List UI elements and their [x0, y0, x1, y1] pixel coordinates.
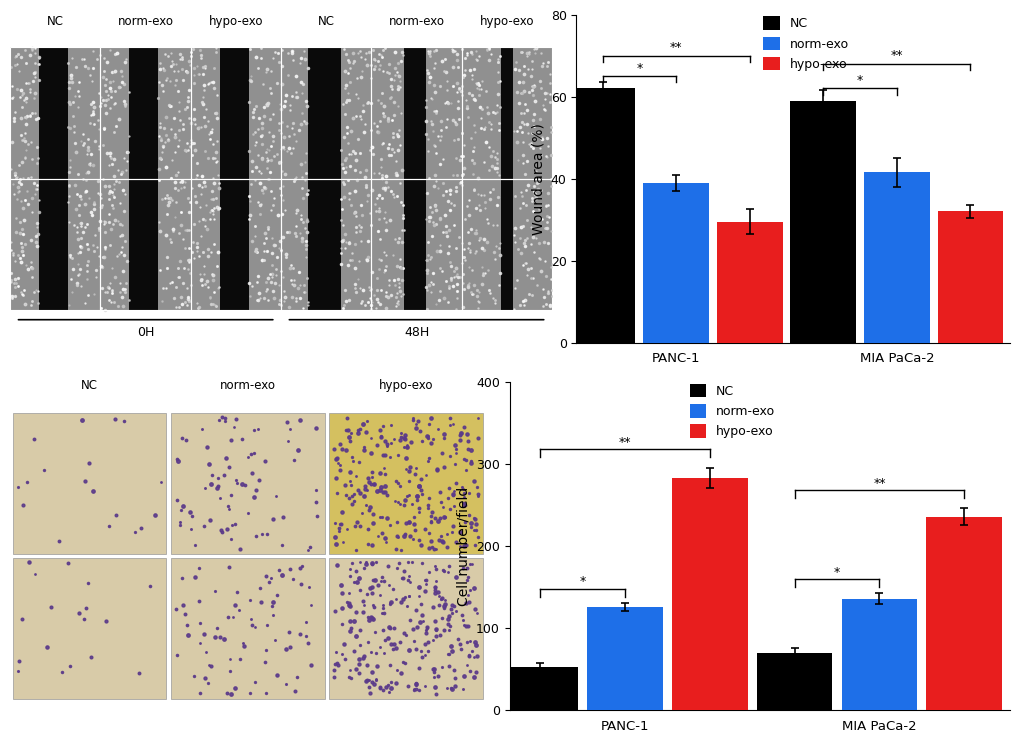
Text: **: ** — [618, 436, 631, 449]
Bar — [329, 558, 482, 698]
Bar — [462, 48, 551, 179]
Bar — [308, 48, 340, 179]
Bar — [790, 101, 855, 343]
Bar — [462, 179, 551, 310]
Bar — [371, 48, 462, 179]
Bar — [462, 179, 551, 310]
Bar — [129, 48, 158, 179]
Bar — [925, 517, 1002, 710]
Bar — [863, 173, 928, 343]
Bar — [39, 179, 68, 310]
Text: NC: NC — [47, 15, 64, 28]
Text: hypo-exo: hypo-exo — [209, 15, 263, 28]
Text: 48H: 48H — [404, 326, 429, 339]
Text: NC: NC — [81, 379, 98, 392]
Bar — [371, 179, 462, 310]
Bar — [716, 222, 782, 343]
Bar — [281, 179, 371, 310]
Bar — [171, 558, 324, 698]
Legend: NC, norm-exo, hypo-exo: NC, norm-exo, hypo-exo — [758, 12, 853, 76]
Bar — [191, 48, 281, 179]
Bar — [129, 179, 158, 310]
Bar — [39, 48, 68, 179]
Bar — [462, 48, 551, 179]
Bar — [101, 179, 191, 310]
Bar — [329, 413, 482, 554]
Bar — [501, 668, 578, 710]
Bar — [281, 179, 371, 310]
Bar — [500, 179, 513, 310]
Y-axis label: Wound area (%): Wound area (%) — [531, 123, 544, 234]
Text: **: ** — [872, 477, 884, 490]
Bar — [101, 48, 191, 179]
Bar — [404, 48, 425, 179]
Text: NC: NC — [318, 15, 334, 28]
Bar — [101, 48, 191, 179]
Y-axis label: Cell number/field: Cell number/field — [457, 486, 470, 605]
Text: norm-exo: norm-exo — [117, 15, 173, 28]
Bar — [404, 179, 425, 310]
Bar — [371, 48, 462, 179]
Text: hypo-exo: hypo-exo — [378, 379, 433, 392]
Bar — [643, 183, 708, 343]
Bar — [371, 179, 462, 310]
Bar — [281, 48, 371, 179]
Text: *: * — [636, 61, 642, 75]
Text: 0H: 0H — [137, 326, 154, 339]
Text: norm-exo: norm-exo — [219, 379, 275, 392]
Bar — [281, 48, 371, 179]
Bar — [101, 179, 191, 310]
Bar — [936, 212, 1003, 343]
Bar — [171, 413, 324, 554]
Bar — [10, 179, 101, 310]
Text: hypo-exo: hypo-exo — [479, 15, 534, 28]
Bar — [12, 558, 166, 698]
Bar — [191, 179, 281, 310]
Bar — [308, 179, 340, 310]
Bar — [500, 48, 513, 179]
Text: norm-exo: norm-exo — [388, 15, 444, 28]
Bar — [10, 48, 101, 179]
Bar — [10, 48, 101, 179]
Bar — [756, 653, 832, 710]
Bar — [10, 179, 101, 310]
Bar — [586, 607, 662, 710]
Text: **: ** — [669, 41, 682, 54]
Text: *: * — [834, 566, 840, 578]
Bar — [191, 48, 281, 179]
Legend: NC, norm-exo, hypo-exo: NC, norm-exo, hypo-exo — [684, 378, 780, 444]
Bar — [219, 179, 249, 310]
Bar — [219, 48, 249, 179]
Text: *: * — [579, 575, 585, 589]
Text: *: * — [856, 74, 862, 87]
Text: **: ** — [890, 49, 902, 62]
Bar — [841, 599, 916, 710]
Bar — [12, 413, 166, 554]
Bar — [672, 478, 747, 710]
Bar — [570, 89, 635, 343]
Bar — [191, 179, 281, 310]
